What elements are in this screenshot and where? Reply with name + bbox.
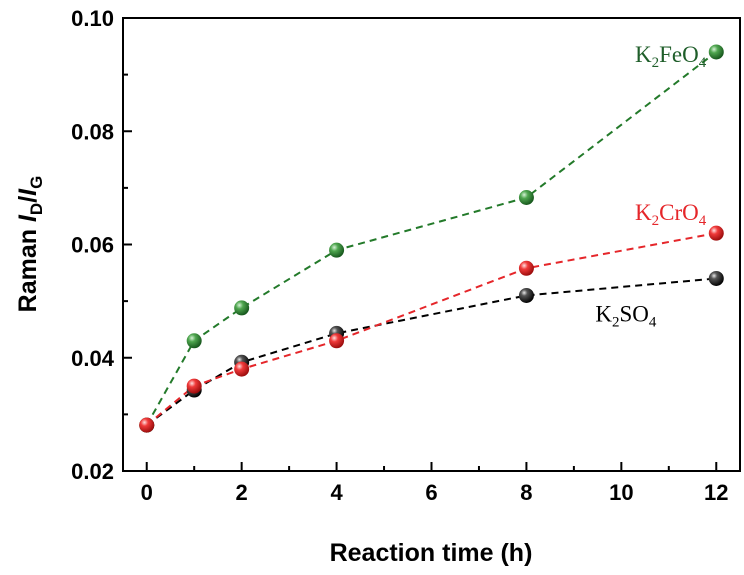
y-axis-title: Raman ID/IG: [14, 176, 46, 313]
data-point-K2FeO4: [518, 190, 534, 206]
x-tick-label: 12: [704, 480, 728, 505]
data-point-K2FeO4: [708, 44, 724, 60]
x-tick-label: 10: [609, 480, 633, 505]
data-point-K2CrO4: [708, 225, 724, 241]
series-line-K2CrO4: [146, 232, 717, 426]
x-tick-label: 6: [425, 480, 437, 505]
data-point-K2SO4: [708, 270, 724, 286]
y-axis-title-slash: /: [14, 196, 42, 203]
y-axis-title-prefix: Raman: [14, 222, 42, 312]
y-tick-label: 0.10: [71, 6, 114, 31]
data-point-K2CrO4: [186, 378, 202, 394]
series-label-K2SO4: K2SO4: [595, 302, 657, 331]
x-tick-label: 2: [236, 480, 248, 505]
axes-layer: 0 2 4 6 8 10 12 0.02 0.04 0.06 0.08 0.10: [71, 6, 728, 505]
data-point-K2CrO4: [329, 333, 345, 349]
x-tick-label: 4: [330, 480, 343, 505]
series-line-K2FeO4: [145, 51, 717, 426]
y-axis-title-i1: I: [14, 214, 42, 222]
y-axis-title-sub1: D: [27, 203, 46, 215]
data-point-K2SO4: [518, 287, 534, 303]
y-tick-label: 0.04: [71, 346, 115, 371]
y-axis-title-sub2: G: [27, 176, 46, 189]
y-axis-title-i2: I: [14, 188, 42, 196]
x-axis-title: Reaction time (h): [330, 539, 533, 567]
series-label-K2CrO4: K2CrO4: [635, 200, 707, 229]
y-tick-label: 0.06: [71, 233, 114, 258]
data-point-K2CrO4: [518, 260, 534, 276]
data-point-K2CrO4: [234, 361, 250, 377]
series-line-K2SO4: [146, 277, 717, 426]
x-tick-label: 8: [520, 480, 532, 505]
data-point-K2FeO4: [234, 300, 250, 316]
plot-frame: [122, 17, 741, 472]
y-tick-label: 0.08: [71, 119, 114, 144]
series-labels: K2FeO4 K2CrO4 K2SO4: [595, 42, 706, 330]
data-point-K2FeO4: [329, 242, 345, 258]
y-tick-label: 0.02: [71, 459, 114, 484]
data-point-K2CrO4: [139, 417, 155, 433]
x-tick-label: 0: [141, 480, 153, 505]
data-point-K2FeO4: [186, 333, 202, 349]
series-layer: [139, 44, 724, 433]
series-label-K2FeO4: K2FeO4: [635, 42, 707, 71]
